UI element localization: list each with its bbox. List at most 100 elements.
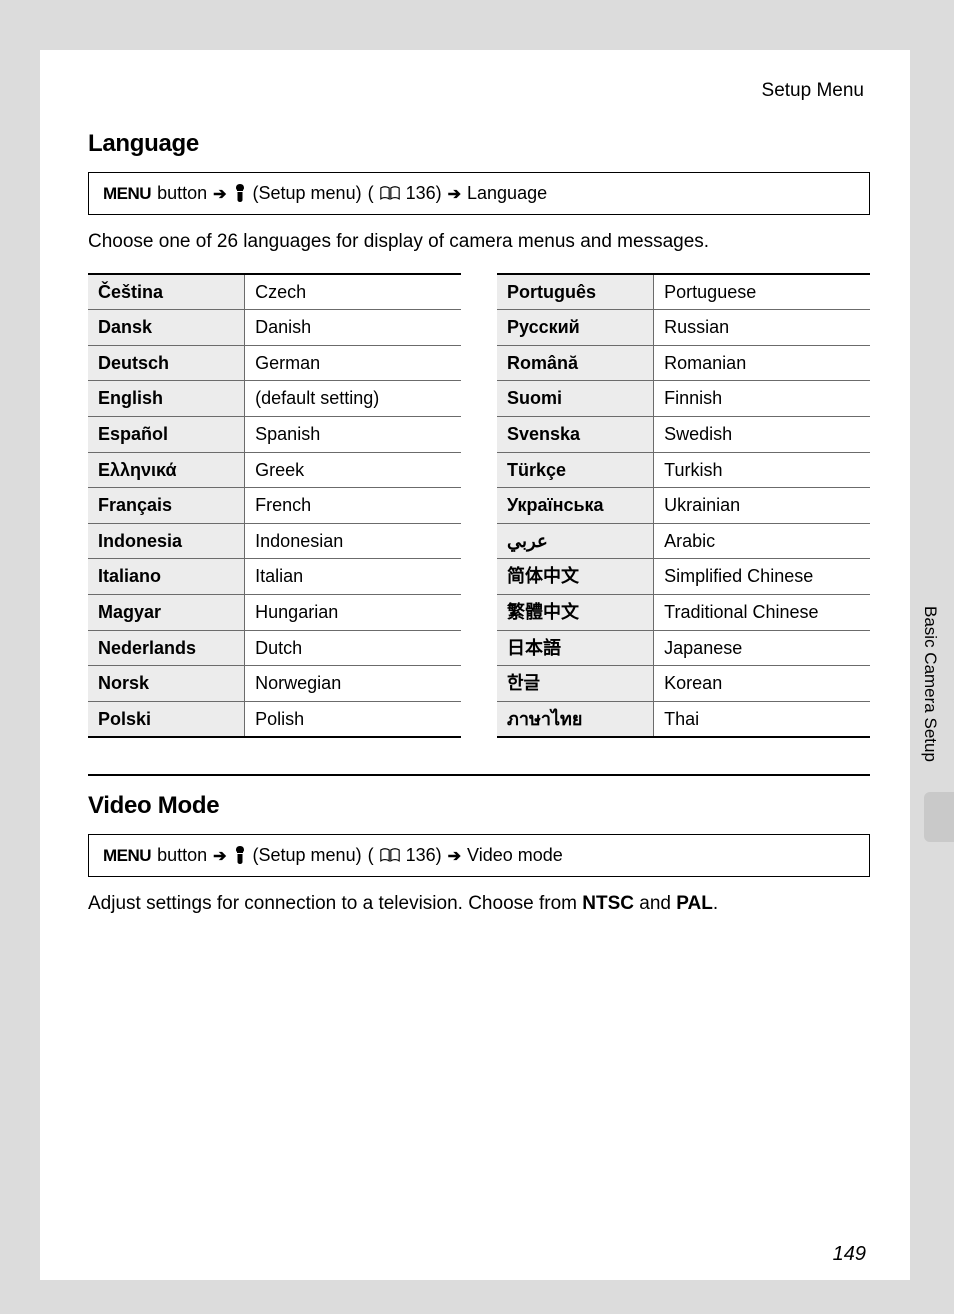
menu-button-label: MENU [103, 846, 151, 866]
nav-target: Language [467, 183, 547, 204]
language-native: English [88, 381, 245, 417]
language-english: Danish [245, 310, 461, 346]
table-row: SvenskaSwedish [497, 417, 870, 453]
table-row: РусскийRussian [497, 310, 870, 346]
desc-text: Adjust settings for connection to a tele… [88, 893, 582, 914]
table-row: ItalianoItalian [88, 559, 461, 595]
page-number: 149 [833, 1243, 866, 1266]
language-native: Русский [497, 310, 654, 346]
table-row: 简体中文Simplified Chinese [497, 559, 870, 595]
desc-text: . [713, 893, 718, 914]
nav-page-ref: 136) [406, 845, 442, 866]
arrow-icon: ➔ [213, 184, 226, 204]
table-row: MagyarHungarian [88, 594, 461, 630]
header-section-label: Setup Menu [88, 80, 870, 102]
nav-text: ( [368, 183, 374, 204]
side-tab: Basic Camera Setup [912, 606, 954, 866]
language-heading: Language [88, 130, 870, 158]
table-row: УкраїнськаUkrainian [497, 488, 870, 524]
table-row: ČeštinaCzech [88, 274, 461, 310]
table-row: IndonesiaIndonesian [88, 523, 461, 559]
language-native: Français [88, 488, 245, 524]
arrow-icon: ➔ [448, 846, 461, 866]
table-row: عربيArabic [497, 523, 870, 559]
table-row: PolskiPolish [88, 701, 461, 737]
side-tab-label: Basic Camera Setup [920, 606, 940, 762]
side-tab-notch [924, 792, 954, 842]
language-native: Svenska [497, 417, 654, 453]
language-english: Korean [654, 666, 870, 702]
language-intro: Choose one of 26 languages for display o… [88, 229, 870, 255]
language-english: Romanian [654, 345, 870, 381]
table-row: SuomiFinnish [497, 381, 870, 417]
video-nav-path: MENU button ➔ (Setup menu) ( 136) ➔ Vide… [88, 834, 870, 877]
language-english: German [245, 345, 461, 381]
table-row: NederlandsDutch [88, 630, 461, 666]
language-native: 日本語 [497, 630, 654, 666]
table-row: DeutschGerman [88, 345, 461, 381]
language-english: Indonesian [245, 523, 461, 559]
video-mode-heading: Video Mode [88, 792, 870, 820]
wrench-icon [233, 845, 247, 866]
language-english: Simplified Chinese [654, 559, 870, 595]
table-row: TürkçeTurkish [497, 452, 870, 488]
language-english: Thai [654, 701, 870, 737]
nav-text: button [157, 845, 207, 866]
language-native: Українська [497, 488, 654, 524]
language-native: Español [88, 417, 245, 453]
table-row: RomânăRomanian [497, 345, 870, 381]
table-row: FrançaisFrench [88, 488, 461, 524]
language-english: Finnish [654, 381, 870, 417]
language-english: Arabic [654, 523, 870, 559]
language-english: French [245, 488, 461, 524]
nav-text: (Setup menu) [253, 845, 362, 866]
table-row: PortuguêsPortuguese [497, 274, 870, 310]
language-english: Traditional Chinese [654, 594, 870, 630]
language-native: Suomi [497, 381, 654, 417]
language-english: Japanese [654, 630, 870, 666]
nav-page-ref: 136) [406, 183, 442, 204]
table-row: ΕλληνικάGreek [88, 452, 461, 488]
language-native: Ελληνικά [88, 452, 245, 488]
language-table-right: PortuguêsPortugueseРусскийRussianRomânăR… [497, 273, 870, 739]
language-english: Turkish [654, 452, 870, 488]
language-english: Norwegian [245, 666, 461, 702]
language-english: Dutch [245, 630, 461, 666]
manual-page: Setup Menu Language MENU button ➔ (Setup… [40, 50, 910, 1280]
section-divider [88, 774, 870, 776]
table-row: English(default setting) [88, 381, 461, 417]
table-row: 繁體中文Traditional Chinese [497, 594, 870, 630]
language-native: 简体中文 [497, 559, 654, 595]
table-row: 日本語Japanese [497, 630, 870, 666]
language-native: 한글 [497, 666, 654, 702]
video-option-ntsc: NTSC [582, 893, 634, 914]
nav-text: button [157, 183, 207, 204]
nav-target: Video mode [467, 845, 563, 866]
language-native: Türkçe [497, 452, 654, 488]
arrow-icon: ➔ [448, 184, 461, 204]
table-row: DanskDanish [88, 310, 461, 346]
wrench-icon [233, 183, 247, 204]
language-tables: ČeštinaCzechDanskDanishDeutschGermanEngl… [88, 273, 870, 739]
table-row: NorskNorwegian [88, 666, 461, 702]
nav-text: (Setup menu) [253, 183, 362, 204]
language-native: ภาษาไทย [497, 701, 654, 737]
language-english: Swedish [654, 417, 870, 453]
language-table-left: ČeštinaCzechDanskDanishDeutschGermanEngl… [88, 273, 461, 739]
language-native: Italiano [88, 559, 245, 595]
language-native: Čeština [88, 274, 245, 310]
desc-text: and [634, 893, 676, 914]
language-english: Portuguese [654, 274, 870, 310]
language-english: Hungarian [245, 594, 461, 630]
language-native: عربي [497, 523, 654, 559]
book-icon [380, 845, 400, 866]
language-english: Greek [245, 452, 461, 488]
language-english: Italian [245, 559, 461, 595]
language-english: Ukrainian [654, 488, 870, 524]
language-english: Spanish [245, 417, 461, 453]
language-native: Indonesia [88, 523, 245, 559]
video-mode-description: Adjust settings for connection to a tele… [88, 891, 870, 918]
menu-button-label: MENU [103, 184, 151, 204]
language-english: Russian [654, 310, 870, 346]
table-row: ภาษาไทยThai [497, 701, 870, 737]
